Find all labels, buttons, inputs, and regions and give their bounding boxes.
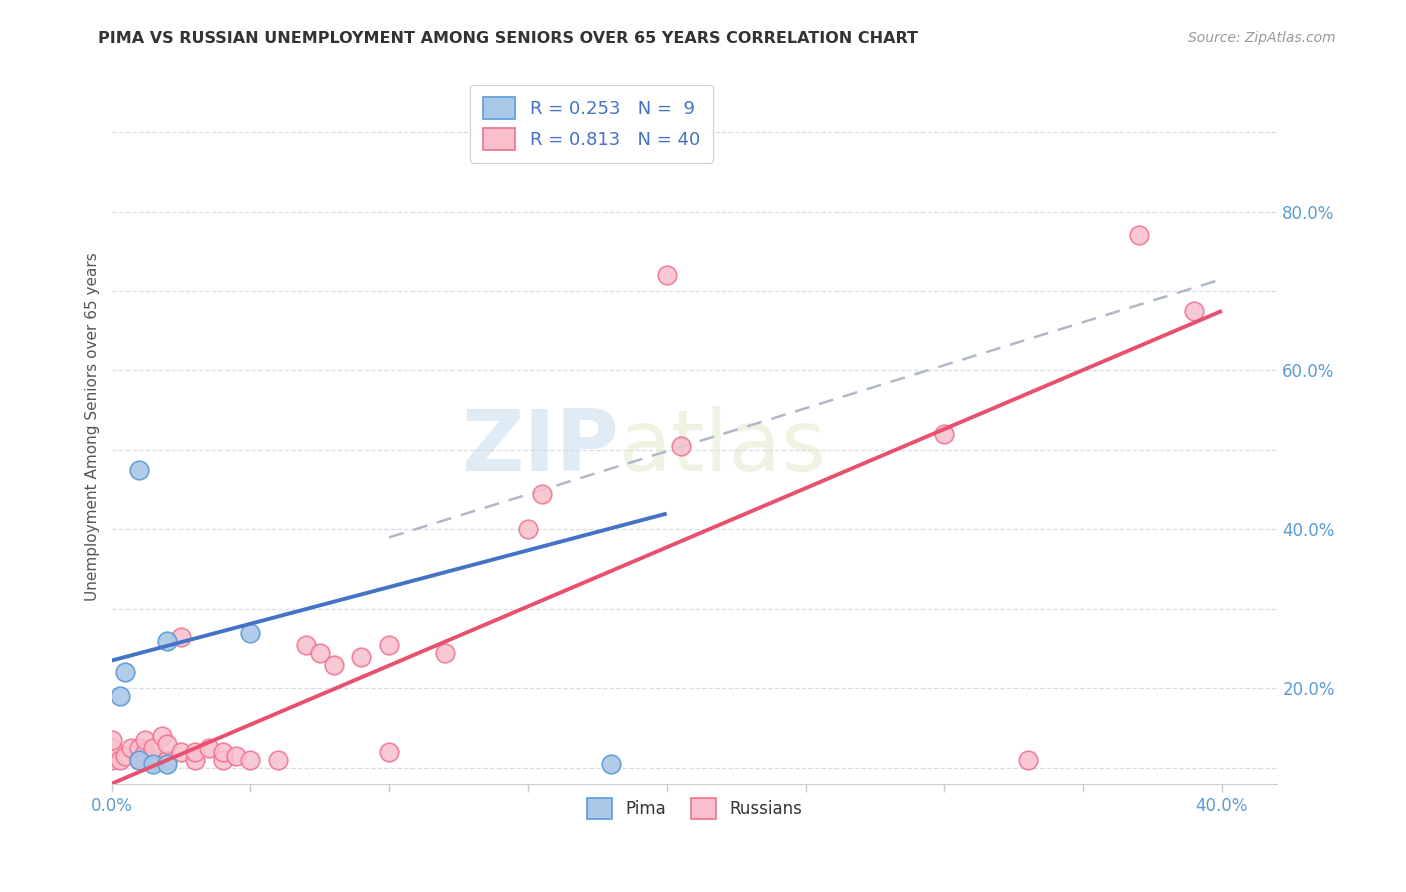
Point [142,756,165,771]
Point [934,427,956,442]
Point [100,741,122,756]
Point [350,649,373,664]
Text: ZIP: ZIP [461,406,619,489]
Point [134,745,156,759]
Point [128,753,150,767]
Point [1182,304,1205,318]
Point [156,633,179,648]
Point [530,486,553,500]
Point [655,268,678,282]
Point [225,748,247,763]
Point [156,737,179,751]
Point [142,753,165,767]
Point [669,439,692,453]
Point [170,745,193,759]
Point [433,646,456,660]
Point [322,657,344,672]
Point [184,745,207,759]
Point [211,753,233,767]
Point [120,741,142,756]
Point [100,753,122,767]
Point [156,753,179,767]
Point [170,630,193,644]
Point [114,665,136,680]
Point [600,756,623,771]
Point [142,741,165,756]
Point [184,753,207,767]
Point [197,741,219,756]
Point [239,625,262,640]
Point [1017,753,1039,767]
Point [1128,228,1150,243]
Point [295,638,318,652]
Point [378,745,401,759]
Point [516,523,538,537]
Text: Source: ZipAtlas.com: Source: ZipAtlas.com [1188,31,1336,45]
Point [108,690,131,704]
Y-axis label: Unemployment Among Seniors over 65 years: Unemployment Among Seniors over 65 years [86,252,100,600]
Point [156,756,179,771]
Point [239,753,262,767]
Point [134,733,156,747]
Point [108,753,131,767]
Text: atlas: atlas [619,406,827,489]
Point [100,733,122,747]
Point [128,741,150,756]
Point [378,638,401,652]
Point [128,463,150,477]
Point [211,745,233,759]
Point [128,753,150,767]
Point [308,646,330,660]
Point [114,748,136,763]
Legend: Pima, Russians: Pima, Russians [581,792,808,825]
Point [150,729,173,743]
Text: PIMA VS RUSSIAN UNEMPLOYMENT AMONG SENIORS OVER 65 YEARS CORRELATION CHART: PIMA VS RUSSIAN UNEMPLOYMENT AMONG SENIO… [98,31,918,46]
Point [267,753,290,767]
